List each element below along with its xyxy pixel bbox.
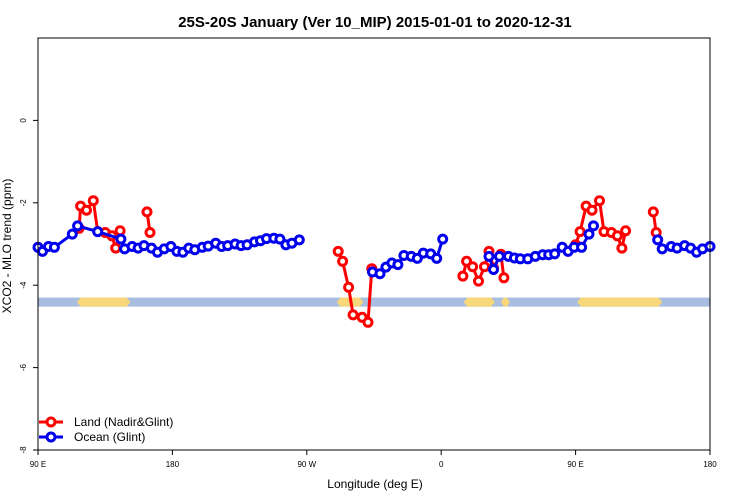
x-axis: 90 E 180 90 W 0 90 E 180 — [30, 450, 717, 469]
land-data-point — [343, 281, 355, 293]
ocean-series — [32, 220, 716, 280]
ocean-data-point — [549, 248, 561, 260]
land-data-point — [498, 272, 510, 284]
land-data-point — [473, 275, 484, 287]
x-tick-label: 90 E — [30, 460, 46, 469]
legend-land-marker — [45, 416, 57, 428]
ocean-data-point — [48, 241, 60, 253]
ocean-data-point — [588, 220, 599, 232]
ocean-data-point — [652, 234, 664, 246]
legend: Land (Nadir&Glint) Ocean (Glint) — [39, 415, 173, 444]
ocean-data-point — [374, 268, 386, 280]
ocean-data-point — [493, 250, 505, 262]
ocean-data-point — [583, 228, 595, 240]
land-data-point — [347, 309, 359, 321]
land-data-point — [457, 270, 469, 282]
land-data-point — [141, 206, 153, 218]
land-data-point — [110, 242, 122, 254]
x-tick-label: 90 W — [297, 460, 316, 469]
y-tick-label: -2 — [19, 199, 28, 207]
x-tick-label: 180 — [166, 460, 180, 469]
y-tick-label: -8 — [19, 446, 28, 454]
ocean-data-point — [293, 234, 305, 246]
series-layer — [32, 195, 716, 328]
land-data-point — [87, 195, 99, 207]
land-data-point — [332, 245, 344, 257]
surface-type-band — [38, 297, 710, 307]
land-series — [73, 195, 662, 328]
ocean-data-point — [483, 250, 495, 262]
land-band-segment — [577, 297, 663, 307]
land-data-point — [337, 255, 349, 267]
y-tick-label: 0 — [19, 118, 28, 123]
ocean-data-point — [488, 264, 499, 275]
land-data-point — [620, 225, 632, 237]
y-axis: 0 -2 -4 -6 -8 — [19, 118, 38, 454]
land-data-point — [574, 226, 586, 238]
x-tick-label: 0 — [439, 460, 444, 469]
x-tick-label: 90 E — [567, 460, 583, 469]
land-data-point — [114, 225, 126, 237]
y-axis-label: XCO2 - MLO trend (ppm) — [0, 179, 14, 314]
land-data-point — [616, 242, 628, 254]
plot-frame — [37, 37, 711, 451]
land-data-point — [362, 316, 374, 328]
land-series-line — [574, 199, 628, 250]
ocean-data-point — [437, 233, 449, 245]
land-data-point — [467, 261, 479, 273]
legend-ocean-label: Ocean (Glint) — [74, 430, 145, 444]
land-data-point — [479, 261, 490, 273]
land-data-point — [144, 227, 156, 238]
chart-title: 25S-20S January (Ver 10_MIP) 2015-01-01 … — [178, 14, 572, 31]
y-tick-label: -4 — [19, 281, 28, 289]
ocean-band — [38, 297, 710, 307]
land-data-point — [647, 206, 659, 218]
legend-land-label: Land (Nadir&Glint) — [74, 415, 173, 429]
land-band-segment — [500, 297, 510, 307]
y-tick-label: -6 — [19, 363, 28, 371]
ocean-data-point — [392, 259, 404, 271]
x-axis-label: Longitude (deg E) — [327, 477, 422, 491]
ocean-data-point — [431, 252, 443, 264]
legend-ocean-marker — [45, 431, 57, 443]
land-data-point — [611, 230, 623, 242]
ocean-data-point — [656, 243, 668, 255]
x-tick-label: 180 — [703, 460, 717, 469]
ocean-data-point — [72, 220, 84, 232]
land-band-segment — [76, 297, 131, 307]
ocean-data-point — [576, 241, 588, 253]
ocean-data-point — [92, 226, 104, 238]
ocean-data-point — [115, 233, 127, 245]
land-band-segment — [463, 297, 495, 307]
land-data-point — [81, 204, 92, 216]
land-data-point — [594, 195, 605, 207]
ocean-data-point — [66, 228, 78, 240]
land-data-point — [586, 204, 598, 216]
